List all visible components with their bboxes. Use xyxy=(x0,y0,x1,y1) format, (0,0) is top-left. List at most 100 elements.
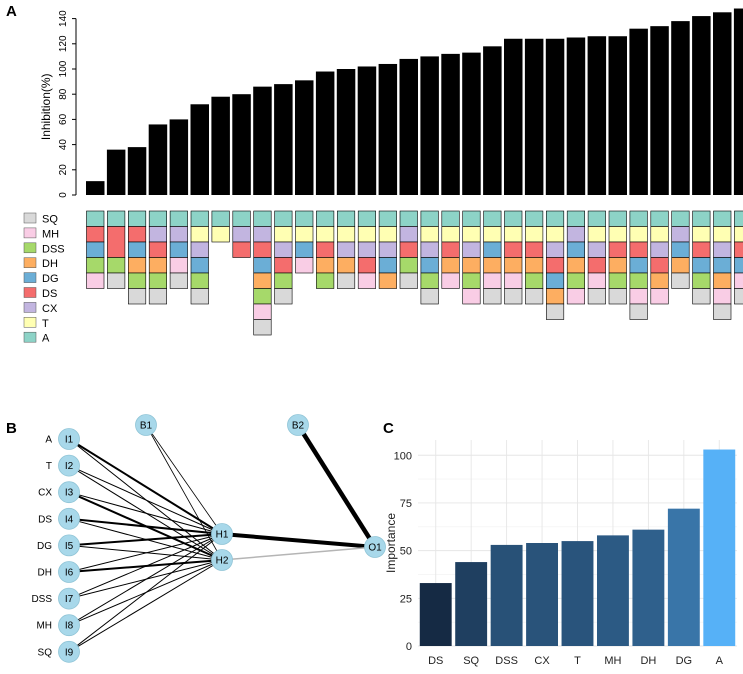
edge-i3-h1 xyxy=(68,491,223,535)
composition-segment-dh xyxy=(462,257,481,274)
composition-segment-dss xyxy=(86,257,105,274)
composition-segment-a xyxy=(671,210,690,227)
panel-a-y-tick-label: 20 xyxy=(58,164,69,176)
composition-segment-cx xyxy=(671,226,690,243)
inhibition-bar xyxy=(86,181,105,195)
inhibition-bar xyxy=(127,147,147,195)
panel-a-bars xyxy=(86,8,743,196)
composition-segment-dh xyxy=(504,257,523,274)
composition-segment-a xyxy=(232,210,251,227)
node-label-i2: I2 xyxy=(65,461,74,472)
composition-segment-sq xyxy=(274,288,293,305)
composition-segment-a xyxy=(211,210,230,227)
composition-segment-dss xyxy=(274,272,293,289)
composition-segment-t xyxy=(190,226,209,243)
composition-segment-cx xyxy=(713,241,732,258)
composition-segment-a xyxy=(566,210,586,227)
edge-b1-h1 xyxy=(145,424,223,535)
inhibition-bar xyxy=(629,28,648,196)
inhibition-bar xyxy=(587,36,607,195)
composition-segment-mh xyxy=(462,288,481,305)
legend-swatch-ds xyxy=(23,287,37,298)
composition-segment-ds xyxy=(545,257,565,274)
legend-swatch-dg xyxy=(23,272,37,283)
composition-segment-ds xyxy=(629,241,648,258)
composition-segment-dss xyxy=(608,272,627,289)
composition-segment-a xyxy=(357,210,377,227)
edge-i6-h1 xyxy=(68,533,223,573)
input-variable-label: T xyxy=(46,461,52,472)
composition-segment-dg xyxy=(734,257,743,274)
legend-label-sq: SQ xyxy=(42,214,58,226)
composition-segment-dh xyxy=(566,257,586,274)
composition-segment-ds xyxy=(357,257,377,274)
node-label-o1: O1 xyxy=(368,543,382,554)
node-i5 xyxy=(58,534,80,557)
legend-label-cx: CX xyxy=(42,303,58,315)
composition-segment-ds xyxy=(128,226,147,243)
inhibition-bar xyxy=(232,94,251,195)
node-b2 xyxy=(287,414,309,436)
composition-segment-cx xyxy=(462,241,481,258)
panel-c-bars xyxy=(419,449,736,646)
composition-segment-dss xyxy=(566,272,586,289)
composition-segment-mh xyxy=(86,272,105,289)
legend-swatch-sq xyxy=(23,212,37,224)
panel-c-x-tick-label: CX xyxy=(534,655,550,667)
node-o1 xyxy=(364,536,386,558)
composition-segment-cx xyxy=(545,241,565,258)
composition-segment-t xyxy=(295,226,314,243)
importance-bar xyxy=(703,449,736,646)
input-variable-label: CX xyxy=(38,488,52,499)
inhibition-bar xyxy=(462,52,481,196)
composition-segment-dh xyxy=(253,272,272,289)
composition-segment-dh xyxy=(483,257,502,274)
composition-segment-mh xyxy=(650,288,669,305)
panel-c-x-tick-label: DH xyxy=(640,655,656,667)
input-variable-label: DH xyxy=(38,568,52,579)
panel-a-y-tick-label: 140 xyxy=(58,10,69,27)
importance-bar xyxy=(632,529,665,646)
composition-segment-mh xyxy=(253,303,272,320)
edge-i9-h2 xyxy=(68,559,223,653)
importance-bar xyxy=(419,583,452,646)
composition-segment-cx xyxy=(190,241,209,258)
node-i6 xyxy=(58,561,80,583)
inhibition-bar xyxy=(692,16,711,195)
composition-segment-a xyxy=(441,210,460,227)
inhibition-bar xyxy=(504,38,523,196)
composition-segment-a xyxy=(420,210,439,227)
composition-segment-ds xyxy=(399,241,418,258)
legend-label-mh: MH xyxy=(42,228,59,240)
input-variable-label: DSS xyxy=(31,594,52,605)
composition-segment-ds xyxy=(692,241,711,258)
inhibition-bar xyxy=(148,124,168,195)
composition-segment-t xyxy=(504,226,523,243)
composition-segment-mh xyxy=(629,288,648,305)
composition-segment-mh xyxy=(587,272,606,289)
composition-segment-t xyxy=(483,226,502,243)
composition-segment-t xyxy=(692,226,711,243)
composition-segment-ds xyxy=(107,226,126,258)
composition-segment-dss xyxy=(128,272,147,289)
inhibition-bar xyxy=(545,38,565,196)
composition-segment-a xyxy=(525,210,544,227)
legend-label-dg: DG xyxy=(42,273,59,285)
legend-swatch-cx xyxy=(23,302,37,313)
composition-segment-a xyxy=(190,210,209,227)
panel-label-a: A xyxy=(6,3,17,20)
composition-segment-t xyxy=(629,226,648,243)
composition-segment-a xyxy=(462,210,481,227)
composition-segment-a xyxy=(107,210,126,227)
panel-a-y-tick-label: 0 xyxy=(58,192,69,198)
composition-segment-a xyxy=(169,210,188,227)
legend-label-dh: DH xyxy=(42,258,58,270)
edge-h1-o1 xyxy=(221,532,376,549)
composition-segment-dh xyxy=(128,257,147,274)
composition-segment-a xyxy=(316,210,335,227)
node-h2 xyxy=(211,549,233,571)
composition-segment-ds xyxy=(253,241,272,258)
node-i8 xyxy=(58,614,80,637)
composition-segment-dh xyxy=(650,272,669,289)
composition-segment-sq xyxy=(629,303,648,320)
